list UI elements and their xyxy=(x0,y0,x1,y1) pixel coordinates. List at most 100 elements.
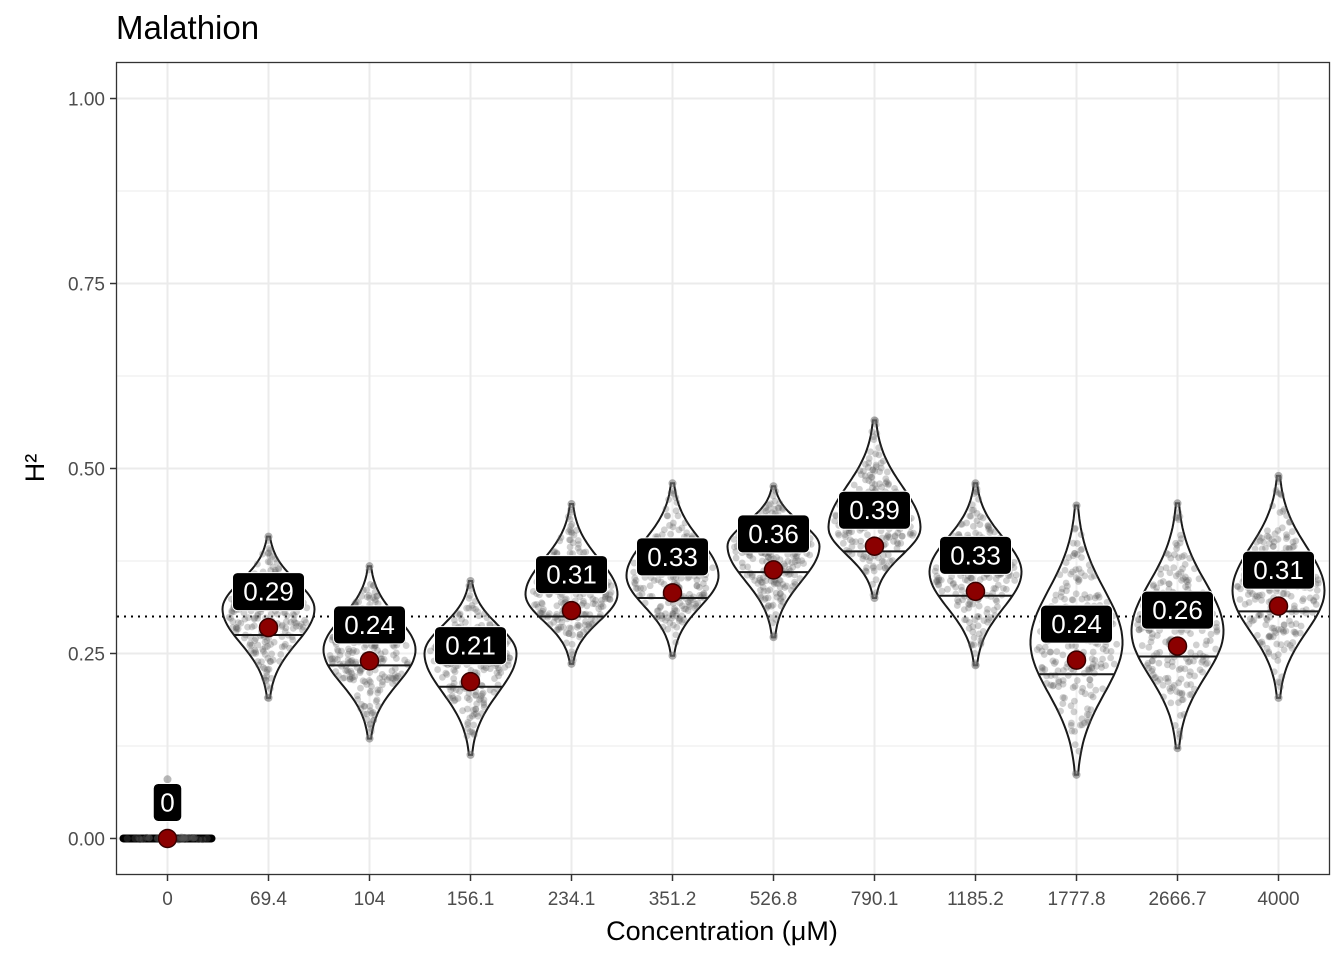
data-point xyxy=(363,710,371,718)
data-point xyxy=(658,612,665,619)
data-point xyxy=(1286,518,1294,526)
data-point xyxy=(446,694,453,702)
data-point xyxy=(857,542,865,550)
data-point xyxy=(1256,639,1264,647)
data-point xyxy=(877,464,885,472)
data-point xyxy=(1057,593,1065,601)
data-point xyxy=(874,554,882,562)
data-point xyxy=(568,648,576,656)
axes: 0.00 0.25 0.50 0.75 1.00 0 69.4 104 156.1 234.1 35… xyxy=(68,90,1300,910)
data-point xyxy=(845,529,853,537)
data-point xyxy=(1081,572,1089,580)
data-point xyxy=(1010,564,1018,571)
data-point xyxy=(567,528,575,536)
data-point xyxy=(373,696,381,704)
data-point xyxy=(1153,584,1161,592)
data-point xyxy=(1162,549,1170,557)
data-point xyxy=(794,557,802,565)
data-point xyxy=(994,581,1002,589)
data-point xyxy=(606,591,614,599)
data-point xyxy=(1277,625,1285,633)
data-point xyxy=(876,468,884,476)
data-point xyxy=(1063,663,1071,671)
data-point xyxy=(654,576,662,584)
data-label-2666.7: 0.26 xyxy=(1141,590,1214,630)
data-point xyxy=(1257,611,1265,619)
data-label-4000: 0.31 xyxy=(1242,550,1315,590)
data-point xyxy=(464,725,472,732)
data-label-text: 0.33 xyxy=(950,540,1001,570)
data-point xyxy=(852,538,860,546)
data-point xyxy=(1086,681,1094,689)
data-point xyxy=(1173,545,1181,552)
data-point xyxy=(1175,509,1183,517)
data-point xyxy=(261,644,269,651)
data-point xyxy=(884,551,892,559)
data-point xyxy=(367,725,375,732)
data-point xyxy=(353,648,360,655)
data-point xyxy=(1300,595,1307,603)
data-point xyxy=(595,605,603,613)
data-point xyxy=(1277,641,1285,649)
data-point xyxy=(693,582,701,590)
data-point xyxy=(1084,716,1092,724)
data-point xyxy=(790,552,797,560)
data-point xyxy=(1314,579,1322,587)
data-point xyxy=(730,535,738,543)
data-point-max xyxy=(870,416,879,425)
data-point xyxy=(506,654,514,662)
data-point xyxy=(1041,666,1049,673)
data-point xyxy=(145,834,153,842)
data-point xyxy=(250,649,258,657)
mean-point xyxy=(864,536,885,556)
data-point xyxy=(1279,590,1287,598)
data-point xyxy=(1060,667,1067,674)
data-point xyxy=(856,467,864,475)
data-point xyxy=(392,655,400,662)
data-point xyxy=(1196,666,1204,674)
data-point xyxy=(1159,578,1167,585)
data-point xyxy=(857,471,865,478)
data-point xyxy=(669,523,677,531)
data-point xyxy=(631,579,638,586)
data-point xyxy=(1056,571,1064,579)
data-point xyxy=(358,592,365,600)
data-point xyxy=(777,602,785,610)
data-labels: 0 0.29 0.24 0.21 0.31 0.33 0.36 0.39 0.33 0.24 0.2… xyxy=(152,490,1315,822)
data-point xyxy=(669,621,677,629)
data-point xyxy=(878,483,886,491)
data-point xyxy=(668,614,676,622)
data-point xyxy=(637,584,644,592)
data-point xyxy=(328,658,336,666)
data-point xyxy=(1253,538,1260,546)
data-point xyxy=(486,665,494,673)
data-point xyxy=(1280,621,1288,629)
data-point xyxy=(371,642,379,650)
data-point xyxy=(672,507,680,515)
data-point xyxy=(1185,576,1192,584)
data-point xyxy=(388,674,395,682)
data-point xyxy=(685,601,693,609)
data-point xyxy=(366,689,374,697)
data-label-text: 0.31 xyxy=(546,560,597,590)
data-point xyxy=(1067,722,1075,729)
data-point xyxy=(681,519,689,527)
data-point xyxy=(234,619,242,627)
data-point xyxy=(1170,681,1178,689)
data-point xyxy=(554,616,562,623)
data-point xyxy=(1162,564,1170,572)
data-point xyxy=(764,506,772,514)
data-point xyxy=(944,585,951,593)
data-point xyxy=(264,666,271,674)
data-point xyxy=(357,705,365,713)
data-point xyxy=(237,619,245,627)
data-point xyxy=(780,560,788,568)
data-point xyxy=(389,680,396,687)
data-point xyxy=(246,641,254,649)
data-point xyxy=(251,614,258,622)
data-label-text: 0.39 xyxy=(849,495,900,525)
data-point xyxy=(1002,585,1010,593)
data-point xyxy=(348,656,356,664)
data-point xyxy=(831,517,839,525)
data-point xyxy=(846,536,854,544)
